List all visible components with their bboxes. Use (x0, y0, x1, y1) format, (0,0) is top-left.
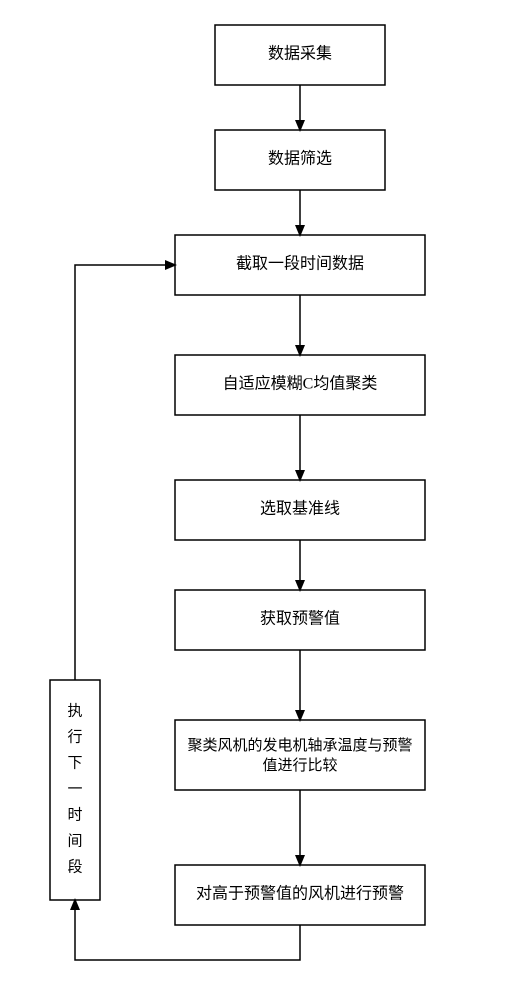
svg-text:截取一段时间数据: 截取一段时间数据 (236, 255, 364, 273)
flowchart: 数据采集数据筛选截取一段时间数据自适应模糊C均值聚类选取基准线获取预警值聚类风机… (0, 0, 508, 1000)
n1: 数据采集 (215, 25, 385, 85)
n8: 对高于预警值的风机进行预警 (175, 865, 425, 925)
svg-text:选取基准线: 选取基准线 (260, 500, 340, 518)
n6: 获取预警值 (175, 590, 425, 650)
svg-text:数据筛选: 数据筛选 (268, 149, 332, 168)
n4: 自适应模糊C均值聚类 (175, 355, 425, 415)
svg-text:数据采集: 数据采集 (268, 45, 332, 63)
n2: 数据筛选 (215, 130, 385, 190)
svg-text:对高于预警值的风机进行预警: 对高于预警值的风机进行预警 (196, 885, 404, 903)
svg-text:间: 间 (67, 832, 82, 849)
svg-text:行: 行 (67, 728, 82, 745)
svg-text:执: 执 (67, 702, 82, 719)
svg-text:时: 时 (67, 806, 82, 823)
n3: 截取一段时间数据 (175, 235, 425, 295)
n5: 选取基准线 (175, 480, 425, 540)
n7: 聚类风机的发电机轴承温度与预警值进行比较 (175, 720, 425, 790)
svg-text:段: 段 (67, 858, 82, 875)
svg-text:获取预警值: 获取预警值 (260, 610, 340, 628)
loop-box: 执行下一时间段 (50, 680, 100, 900)
svg-text:一: 一 (67, 781, 82, 797)
edge-loop-n3 (75, 265, 175, 680)
svg-text:下: 下 (67, 755, 82, 771)
svg-text:自适应模糊C均值聚类: 自适应模糊C均值聚类 (223, 374, 378, 393)
